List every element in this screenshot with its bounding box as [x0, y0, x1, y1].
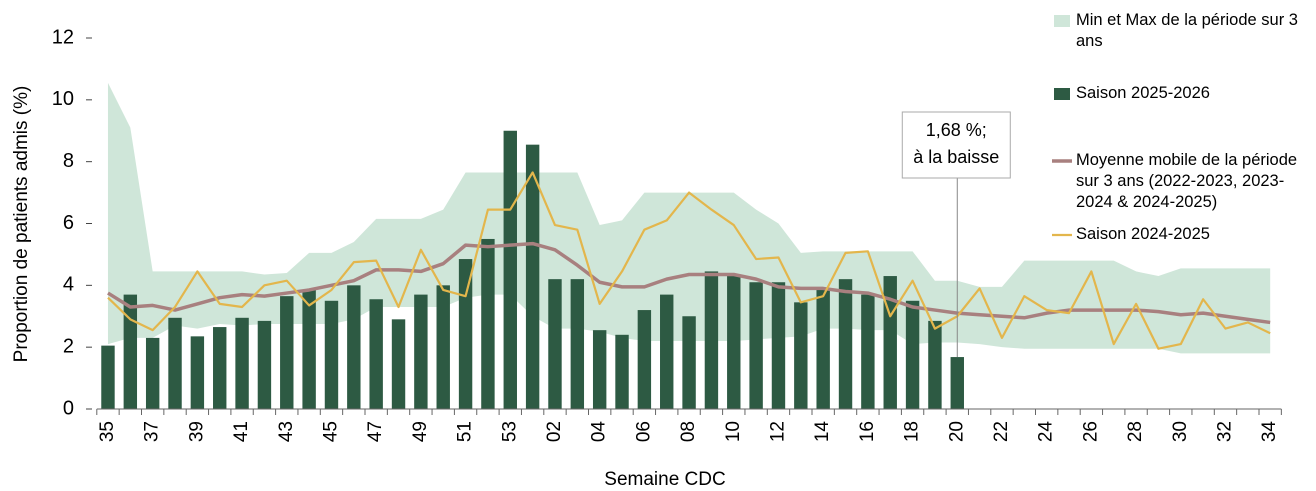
bar	[190, 336, 205, 409]
x-axis-title: Semaine CDC	[604, 469, 725, 490]
x-tick-label: 49	[410, 421, 431, 442]
legend-label: Min et Max de la période sur 3 ans	[1076, 11, 1298, 50]
legend-rect	[1054, 15, 1070, 27]
bar	[391, 319, 406, 409]
bar	[660, 294, 674, 409]
bar	[257, 320, 272, 409]
bar	[458, 259, 473, 409]
legend-rect	[1054, 88, 1070, 100]
bar	[861, 294, 875, 409]
bar	[123, 294, 138, 409]
bar	[324, 300, 339, 409]
bar	[816, 289, 830, 409]
legend-label: Saison 2024-2025	[1076, 225, 1210, 243]
x-tick-label: 22	[991, 421, 1012, 442]
bar	[302, 289, 316, 409]
x-tick-label: 41	[231, 421, 252, 442]
y-tick-label: 8	[63, 150, 74, 172]
bar	[168, 317, 182, 409]
x-tick-label: 12	[767, 421, 788, 442]
bar	[883, 276, 897, 409]
y-tick-label: 2	[63, 335, 74, 357]
bar	[145, 337, 160, 409]
x-tick-label: 10	[723, 421, 744, 442]
bar	[950, 357, 964, 409]
y-tick-label: 10	[52, 88, 74, 110]
bar	[369, 299, 383, 409]
legend-item: Min et Max de la période sur 3 ans	[1052, 10, 1316, 52]
annotation-box	[901, 111, 1011, 179]
x-tick-label: 47	[365, 421, 386, 442]
bar	[101, 345, 115, 409]
x-tick-label: 34	[1259, 421, 1280, 443]
x-tick-label: 30	[1170, 421, 1191, 442]
x-tick-label: 35	[97, 421, 118, 442]
x-tick-label: 51	[455, 421, 476, 442]
bar	[436, 285, 450, 409]
x-tick-label: 20	[946, 421, 967, 442]
legend-swatch	[1052, 159, 1072, 163]
y-tick-label: 0	[63, 397, 74, 419]
bar	[548, 279, 562, 409]
bar	[235, 317, 249, 409]
legend-swatch	[1052, 233, 1072, 237]
x-tick-label: 02	[544, 421, 565, 442]
x-tick-label: 53	[499, 421, 520, 442]
legend-swatch	[1054, 15, 1070, 27]
bar	[213, 327, 227, 409]
x-tick-label: 28	[1125, 421, 1146, 442]
x-tick-label: 39	[186, 421, 207, 442]
bar	[905, 300, 920, 409]
bar	[727, 274, 741, 409]
bar	[838, 279, 853, 409]
bar	[749, 282, 763, 409]
bar	[682, 316, 696, 409]
bar	[704, 271, 719, 409]
x-tick-label: 26	[1080, 421, 1101, 442]
bar	[481, 238, 495, 409]
bar	[347, 285, 361, 409]
x-tick-label: 43	[276, 421, 297, 442]
bar	[570, 279, 585, 409]
y-axis-title: Proportion de patients admis (%)	[11, 86, 32, 363]
legend-swatch	[1054, 88, 1070, 100]
bar	[525, 144, 540, 409]
bar	[503, 130, 517, 409]
legend-label: Moyenne mobile de la période sur 3 ans (…	[1076, 151, 1298, 211]
line	[107, 241, 1271, 325]
bar	[637, 310, 652, 409]
bar	[414, 294, 428, 409]
x-tick-label: 37	[142, 421, 163, 442]
x-tick-label: 14	[812, 421, 833, 443]
annotation-text: à la baisse	[913, 147, 999, 167]
x-tick-label: 04	[589, 421, 610, 443]
legend-item: Saison 2025-2026	[1052, 83, 1316, 104]
x-tick-label: 06	[633, 421, 654, 442]
y-tick-label: 6	[63, 212, 74, 234]
min-max-band	[107, 82, 1271, 354]
y-tick-label: 12	[52, 26, 74, 48]
bar	[615, 334, 629, 409]
bar	[592, 330, 607, 409]
legend-item: Moyenne mobile de la période sur 3 ans (…	[1052, 150, 1316, 213]
line	[107, 171, 1271, 350]
x-tick-label: 16	[857, 421, 878, 442]
legend-item: Saison 2024-2025	[1052, 224, 1316, 245]
x-tick-label: 08	[678, 421, 699, 442]
x-tick-label: 45	[320, 421, 341, 442]
bar	[928, 320, 942, 409]
annotation-text: 1,68 %;	[926, 120, 987, 140]
bar	[280, 296, 294, 409]
x-tick-label: 18	[902, 421, 923, 442]
bar	[771, 282, 786, 409]
x-tick-label: 24	[1036, 421, 1057, 443]
bar	[794, 302, 808, 409]
x-tick-label: 32	[1214, 421, 1235, 442]
y-tick-label: 4	[63, 274, 74, 296]
legend-label: Saison 2025-2026	[1076, 84, 1210, 102]
